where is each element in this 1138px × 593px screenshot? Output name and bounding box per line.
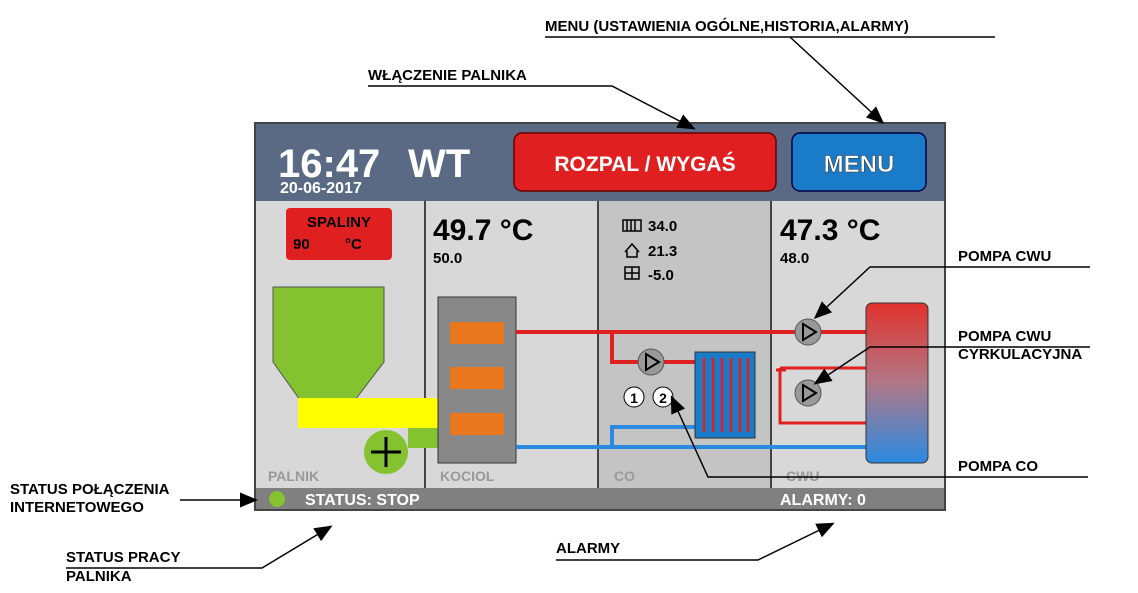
cwu-temp: 47.3 °C <box>780 214 880 247</box>
tank <box>865 302 929 464</box>
screen: 16:47 WT 20-06-2017 ROZPAL / WYGAŚ MENU … <box>254 122 946 511</box>
ann-internet-1: STATUS POŁĄCZENIA <box>10 481 170 498</box>
boiler-set: 50.0 <box>433 250 462 267</box>
palnik-label: PALNIK <box>268 468 319 484</box>
room-temp: 21.3 <box>648 243 677 260</box>
cwu-label: CWU <box>786 468 819 484</box>
pumps <box>637 318 822 407</box>
day: WT <box>408 142 470 186</box>
flue-unit: °C <box>345 236 362 253</box>
alarms-count: ALARMY: 0 <box>780 492 866 509</box>
co-icons <box>622 219 642 280</box>
ann-circ-2: CYRKULACYJNA <box>958 346 1082 363</box>
time: 16:47 <box>278 142 380 186</box>
date: 20-06-2017 <box>280 180 362 197</box>
internet-dot <box>269 491 285 507</box>
kociol-label: KOCIOL <box>440 468 495 484</box>
ignite-button[interactable] <box>513 132 777 192</box>
ann-circ-1: POMPA CWU <box>958 328 1051 345</box>
flue-box <box>286 208 392 260</box>
ignite-label: ROZPAL / WYGAŚ <box>554 152 735 176</box>
pump1: 1 <box>630 390 638 406</box>
outside-temp: -5.0 <box>648 267 674 284</box>
flue-label: SPALINY <box>307 214 371 231</box>
cwu-set: 48.0 <box>780 250 809 267</box>
boiler-temp: 49.7 °C <box>433 214 533 247</box>
co-label: CO <box>614 468 635 484</box>
feeder <box>298 398 438 428</box>
status-bar <box>255 488 945 510</box>
co-panel <box>598 201 771 488</box>
status: STATUS: STOP <box>305 492 420 509</box>
flue-value: 90 <box>293 236 310 253</box>
hopper <box>272 286 385 401</box>
radiator-temp: 34.0 <box>648 218 677 235</box>
annotations: MENU (USTAWIENIA OGÓLNE,HISTORIA,ALARMY)… <box>10 17 1090 585</box>
ann-burner-status-2: PALNIKA <box>66 568 132 585</box>
ann-pump-co: POMPA CO <box>958 458 1038 475</box>
ann-burner: WŁĄCZENIE PALNIKA <box>368 67 527 84</box>
ann-menu: MENU (USTAWIENIA OGÓLNE,HISTORIA,ALARMY) <box>545 17 909 35</box>
ann-alarms: ALARMY <box>556 540 620 557</box>
menu-label: MENU <box>824 151 895 178</box>
ann-pump-cwu: POMPA CWU <box>958 248 1051 265</box>
pump2: 2 <box>659 390 667 406</box>
ann-burner-status-1: STATUS PRACY <box>66 549 180 566</box>
ann-internet-2: INTERNETOWEGO <box>10 499 144 516</box>
menu-button[interactable] <box>791 132 927 192</box>
